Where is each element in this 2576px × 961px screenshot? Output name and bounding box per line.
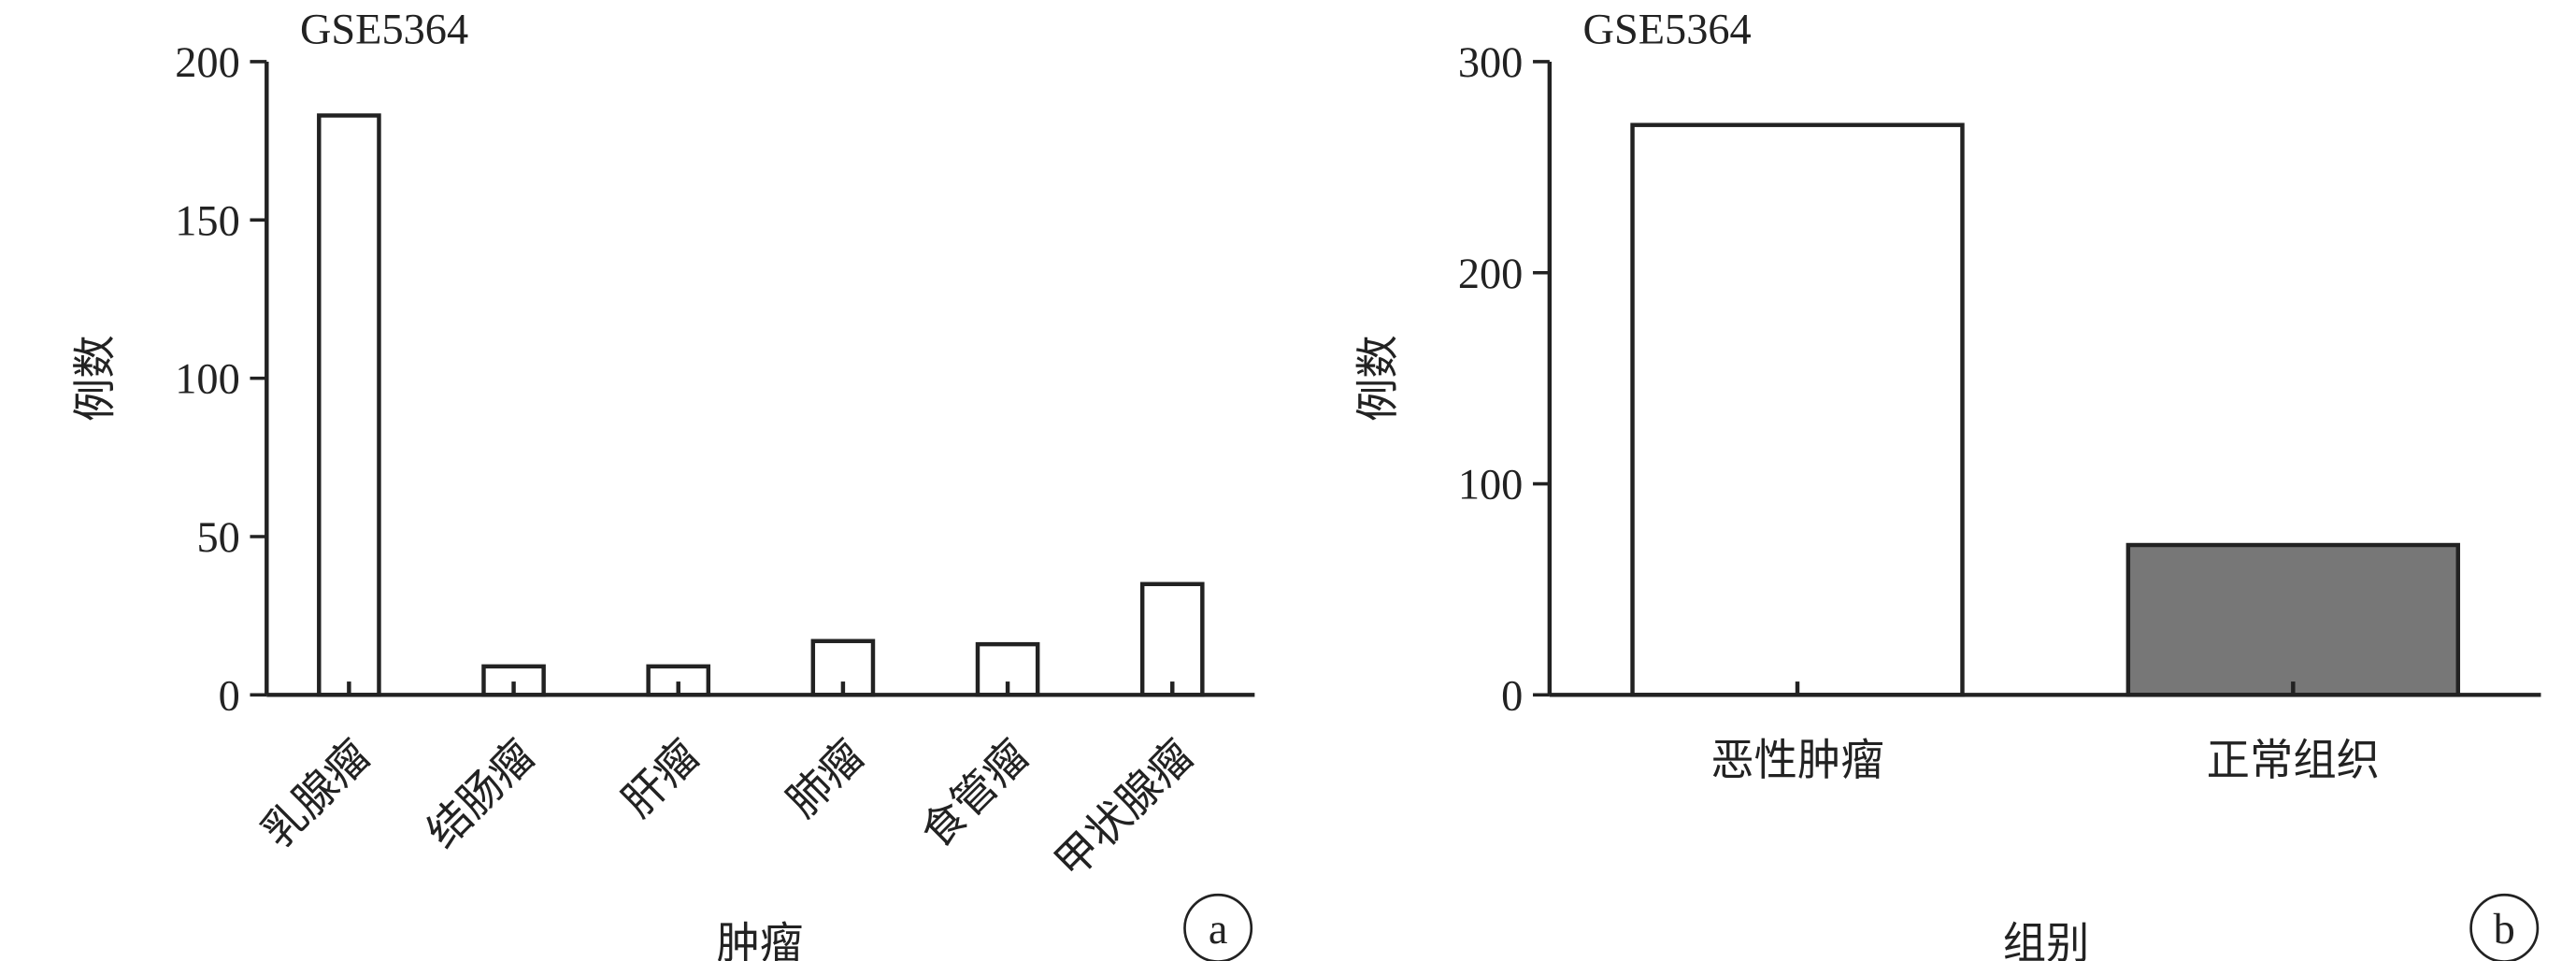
x-tick-label: 正常组织 xyxy=(2207,738,2380,785)
bar xyxy=(1630,122,1965,697)
bar xyxy=(1139,581,1205,697)
chart-title: GSE5364 xyxy=(1583,6,1752,53)
x-axis-label: 肿瘤 xyxy=(717,921,804,961)
y-tick-label: 200 xyxy=(1458,251,1524,298)
x-tick-label: 肺瘤 xyxy=(779,732,874,827)
x-tick-label: 恶性肿瘤 xyxy=(1710,738,1883,785)
y-axis-label: 例数 xyxy=(1355,335,1403,422)
y-tick-label: 0 xyxy=(219,672,240,720)
panel-circle xyxy=(1183,893,1253,961)
panel-circle xyxy=(2469,893,2540,961)
panel-label: b xyxy=(2494,906,2515,954)
x-tick-label: 结肠瘤 xyxy=(419,732,544,857)
x-tick-label: 食管瘤 xyxy=(912,732,1038,857)
panel-label: a xyxy=(1209,906,1228,954)
bar xyxy=(2125,542,2461,697)
y-axis-label: 例数 xyxy=(73,335,121,422)
y-tick-label: 100 xyxy=(175,356,239,404)
bar xyxy=(317,113,381,697)
y-tick-label: 150 xyxy=(175,197,239,245)
y-tick-label: 100 xyxy=(1458,462,1524,509)
x-tick-label: 甲状腺瘤 xyxy=(1047,732,1203,888)
y-tick-label: 200 xyxy=(175,39,239,87)
y-tick-label: 300 xyxy=(1458,39,1524,87)
x-axis-label: 组别 xyxy=(2003,921,2090,961)
x-tick-label: 肝瘤 xyxy=(614,732,709,827)
y-tick-label: 50 xyxy=(196,514,239,562)
y-tick-label: 0 xyxy=(1501,672,1523,720)
chart-title: GSE5364 xyxy=(300,6,468,53)
x-tick-label: 乳腺瘤 xyxy=(254,732,379,857)
